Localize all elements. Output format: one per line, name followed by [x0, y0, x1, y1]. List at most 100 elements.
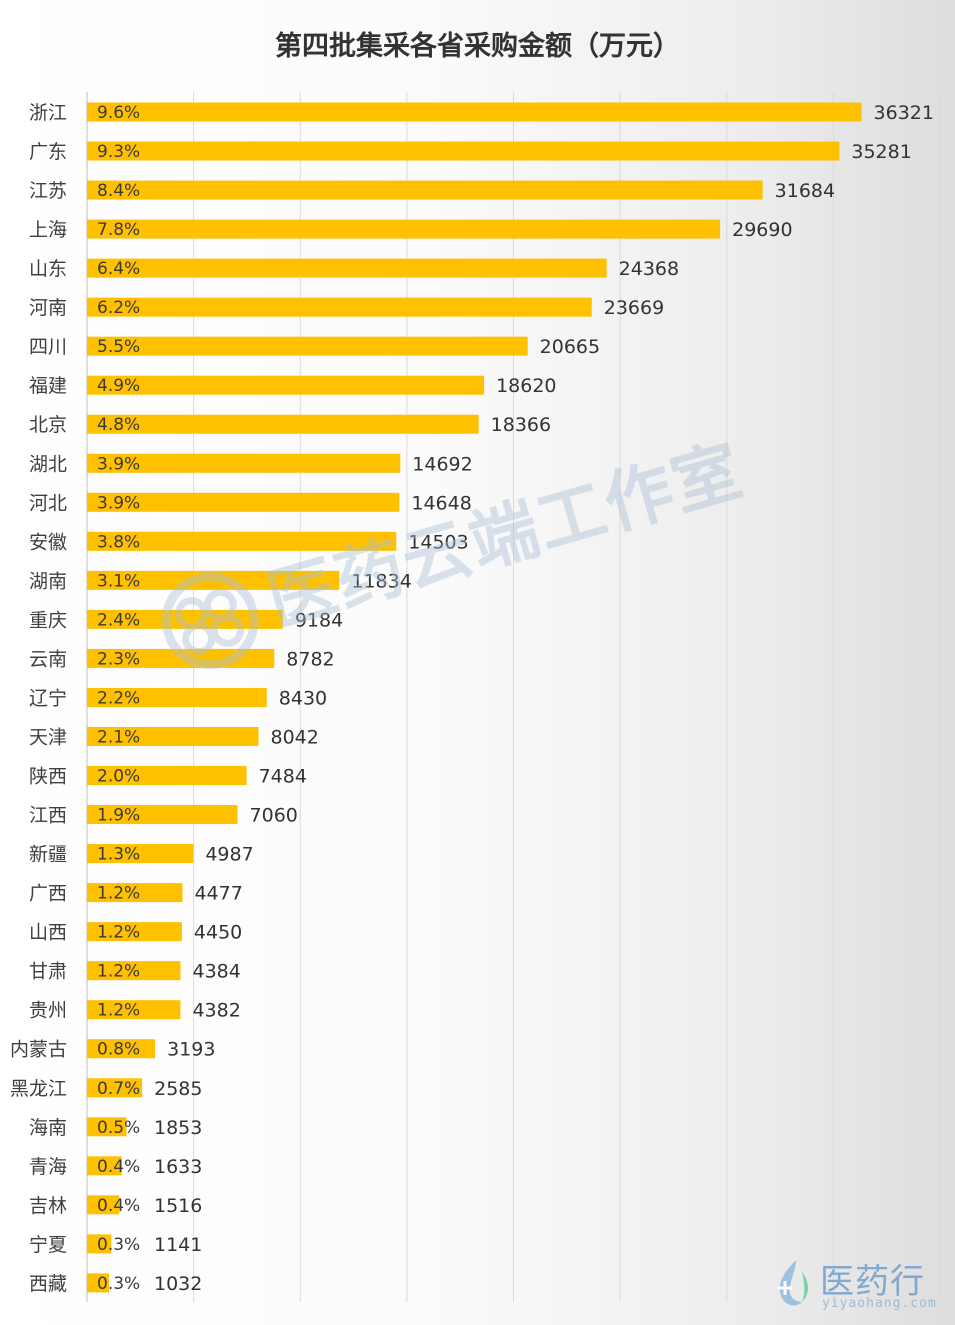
percent-label: 0.4% — [97, 1196, 140, 1216]
value-label: 8430 — [279, 687, 327, 709]
bar — [87, 726, 259, 746]
value-label: 24368 — [619, 258, 679, 280]
category-label: 河北 — [29, 492, 67, 514]
percent-label: 0.4% — [97, 1157, 140, 1177]
value-label: 14648 — [411, 492, 471, 514]
percent-label: 4.8% — [97, 415, 140, 435]
category-label: 青海 — [29, 1156, 67, 1178]
value-label: 8042 — [270, 726, 318, 748]
percent-label: 6.2% — [97, 298, 140, 318]
bar — [87, 414, 479, 434]
bar — [87, 258, 607, 278]
category-label: 云南 — [29, 648, 67, 670]
value-label: 1516 — [154, 1195, 202, 1217]
bar — [87, 375, 485, 395]
category-label: 甘肃 — [29, 961, 67, 983]
value-label: 31684 — [775, 180, 835, 202]
percent-label: 1.2% — [97, 923, 140, 943]
percent-label: 4.9% — [97, 376, 140, 396]
bar — [87, 1273, 110, 1293]
percent-label: 1.2% — [97, 884, 140, 904]
category-label: 宁夏 — [29, 1234, 67, 1256]
bar — [87, 570, 340, 590]
bar — [87, 1000, 181, 1020]
bar — [87, 297, 592, 317]
bar — [87, 883, 183, 903]
category-label: 新疆 — [29, 844, 67, 866]
category-label: 福建 — [29, 375, 67, 397]
category-label: 上海 — [29, 219, 67, 241]
value-label: 20665 — [540, 336, 600, 358]
value-label: 1141 — [154, 1234, 202, 1256]
category-label: 湖北 — [29, 453, 67, 475]
cloud-swirl-icon — [161, 572, 259, 670]
bar — [87, 1234, 112, 1254]
bar — [87, 687, 267, 707]
bar — [87, 609, 283, 629]
bar — [87, 1156, 122, 1176]
percent-label: 0.3% — [97, 1235, 140, 1255]
percent-label: 1.3% — [97, 845, 140, 865]
category-label: 天津 — [29, 726, 67, 748]
percent-label: 9.3% — [97, 142, 140, 162]
percent-label: 2.4% — [97, 610, 140, 630]
category-label: 贵州 — [29, 1000, 67, 1022]
value-label: 7484 — [259, 766, 307, 788]
category-label: 海南 — [29, 1117, 67, 1139]
bar — [87, 336, 528, 356]
value-label: 9184 — [295, 609, 343, 631]
bar — [87, 492, 400, 512]
category-label: 西藏 — [29, 1273, 67, 1295]
percent-label: 1.2% — [97, 1001, 140, 1021]
value-label: 8782 — [286, 648, 334, 670]
percent-label: 8.4% — [97, 181, 140, 201]
bar — [87, 180, 763, 200]
bar — [87, 1195, 120, 1215]
bar — [87, 844, 194, 864]
percent-label: 2.0% — [97, 767, 140, 787]
category-label: 河南 — [29, 297, 67, 319]
value-label: 23669 — [604, 297, 664, 319]
category-label: 安徽 — [29, 531, 67, 553]
bar — [87, 922, 182, 942]
category-label: 山东 — [29, 258, 67, 280]
leaf-drop-icon — [778, 1260, 808, 1306]
category-label: 湖南 — [29, 570, 67, 592]
value-label: 4450 — [194, 922, 242, 944]
value-label: 1032 — [154, 1273, 202, 1295]
bar — [87, 219, 721, 239]
value-label: 4477 — [194, 883, 242, 905]
percent-label: 0.3% — [97, 1274, 140, 1294]
value-label: 4382 — [192, 1000, 240, 1022]
percent-label: 9.6% — [97, 103, 140, 123]
percent-label: 2.1% — [97, 727, 140, 747]
percent-label: 6.4% — [97, 259, 140, 279]
brand-url: yiyaohang.com — [822, 1296, 937, 1311]
bar — [87, 1117, 127, 1137]
bar — [87, 1039, 156, 1059]
value-label: 18620 — [496, 375, 556, 397]
value-label: 36321 — [874, 102, 934, 124]
bar — [87, 1078, 143, 1098]
percent-label: 3.1% — [97, 571, 140, 591]
bars — [87, 102, 862, 1293]
value-label: 14692 — [412, 453, 472, 475]
percent-label: 2.2% — [97, 688, 140, 708]
chart-title: 第四批集采各省采购金额（万元） — [275, 31, 680, 62]
value-label: 4384 — [192, 961, 240, 983]
category-label: 广东 — [29, 141, 67, 163]
bar — [87, 961, 181, 981]
value-label: 18366 — [491, 414, 551, 436]
value-label: 1633 — [154, 1156, 202, 1178]
category-label: 内蒙古 — [10, 1039, 67, 1061]
percent-label: 5.5% — [97, 337, 140, 357]
percent-label: 3.9% — [97, 454, 140, 474]
percent-label: 1.2% — [97, 962, 140, 982]
percent-label: 1.9% — [97, 806, 140, 826]
value-label: 3193 — [167, 1039, 215, 1061]
category-label: 浙江 — [29, 102, 67, 124]
value-label: 2585 — [154, 1078, 202, 1100]
bar — [87, 141, 840, 161]
category-label: 四川 — [29, 336, 67, 358]
